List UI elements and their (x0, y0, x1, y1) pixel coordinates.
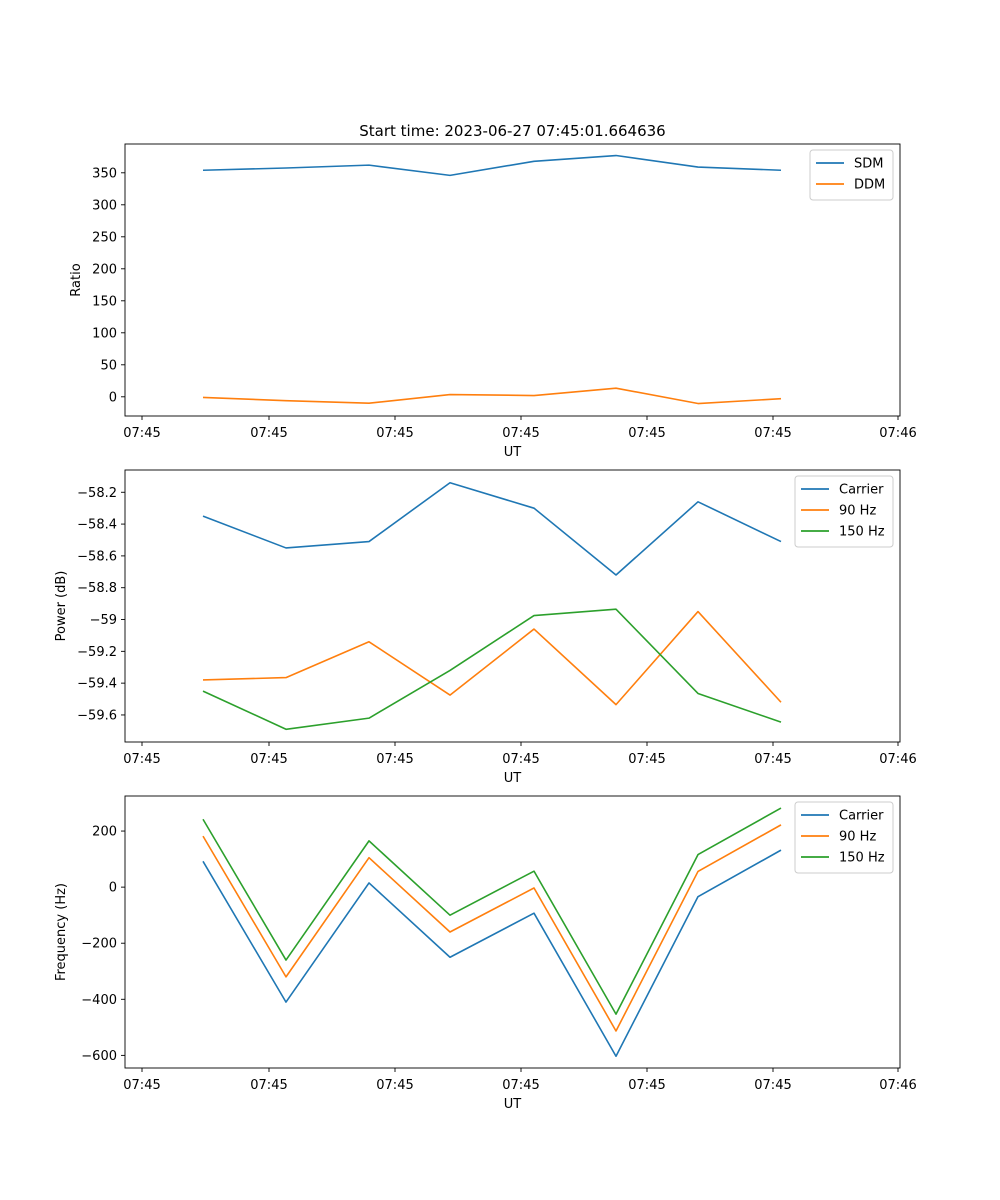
series-line-carrier (202, 849, 782, 1058)
legend-box (794, 801, 894, 874)
x-axis-label: UT (504, 1097, 522, 1112)
x-tick-label: 07:45 (250, 1078, 287, 1093)
x-tick-label: 07:45 (376, 752, 413, 767)
x-tick-label: 07:45 (250, 752, 287, 767)
y-tick-label: 0 (109, 390, 117, 405)
y-tick-label: 300 (92, 198, 117, 213)
legend-label: 90 Hz (839, 504, 876, 519)
x-tick-label: 07:45 (123, 1078, 160, 1093)
x-tick-label: 07:45 (502, 426, 539, 441)
y-tick-label: 200 (92, 262, 117, 277)
series-line-carrier (202, 481, 782, 576)
series-line-90-hz (202, 824, 782, 1032)
chart-panel-2: 07:45 07:45 07:45 07:45 07:45 07:45 07:46 −59.6… (54, 469, 917, 786)
legend-label: DDM (854, 178, 885, 193)
x-tick-label: 07:46 (879, 1078, 916, 1093)
y-tick-label: −59.6 (77, 708, 117, 723)
y-tick-label: 50 (100, 358, 117, 373)
series-line-90-hz (202, 610, 782, 706)
legend-label: SDM (854, 157, 883, 172)
x-tick-label: 07:46 (879, 426, 916, 441)
x-tick-label: 07:46 (879, 752, 916, 767)
y-tick-label: 100 (92, 326, 117, 341)
series-line-150-hz (202, 608, 782, 731)
x-tick-label: 07:45 (123, 426, 160, 441)
series-line-ddm (202, 387, 782, 405)
x-tick-label: 07:45 (502, 752, 539, 767)
y-tick-label: 150 (92, 294, 117, 309)
y-tick-label: 250 (92, 230, 117, 245)
y-tick-label: 350 (92, 166, 117, 181)
y-axis-label: Power (dB) (54, 571, 69, 642)
legend-label: 90 Hz (839, 830, 876, 845)
y-tick-label: −58.6 (77, 549, 117, 564)
x-tick-label: 07:45 (376, 1078, 413, 1093)
figure-title: Start time: 2023-06-27 07:45:01.664636 (359, 122, 665, 140)
legend-label: Carrier (839, 483, 884, 498)
y-tick-label: −200 (81, 937, 117, 952)
y-axis-label: Frequency (Hz) (54, 883, 69, 981)
x-axis-label: UT (504, 771, 522, 786)
y-axis-label: Ratio (69, 263, 84, 296)
x-tick-label: 07:45 (628, 752, 665, 767)
x-tick-label: 07:45 (376, 426, 413, 441)
axes-frame (124, 795, 901, 1069)
x-axis-label: UT (504, 445, 522, 460)
x-tick-label: 07:45 (502, 1078, 539, 1093)
axes-frame (124, 469, 901, 743)
legend-box (794, 475, 894, 548)
y-tick-label: 0 (109, 881, 117, 896)
y-tick-label: −58.4 (77, 518, 117, 533)
y-tick-label: −58.2 (77, 486, 117, 501)
series-line-sdm (202, 154, 782, 177)
y-tick-label: −59.2 (77, 645, 117, 660)
y-tick-label: −59.4 (77, 677, 117, 692)
y-tick-label: 200 (92, 825, 117, 840)
chart-panel-1: 07:45 07:45 07:45 07:45 07:45 07:45 07:46 0 50 10… (69, 143, 917, 460)
x-tick-label: 07:45 (754, 1078, 791, 1093)
legend-label: Carrier (839, 809, 884, 824)
y-tick-label: −58.8 (77, 581, 117, 596)
x-tick-label: 07:45 (754, 426, 791, 441)
x-tick-label: 07:45 (628, 1078, 665, 1093)
x-tick-label: 07:45 (250, 426, 287, 441)
y-tick-label: −400 (81, 993, 117, 1008)
chart-panel-3: 07:45 07:45 07:45 07:45 07:45 07:45 07:46 −600 −… (54, 795, 917, 1112)
legend-label: 150 Hz (839, 851, 885, 866)
x-tick-label: 07:45 (123, 752, 160, 767)
axes-frame (124, 143, 901, 417)
x-tick-label: 07:45 (628, 426, 665, 441)
x-tick-label: 07:45 (754, 752, 791, 767)
series-line-150-hz (202, 807, 782, 1015)
legend-label: 150 Hz (839, 525, 885, 540)
y-tick-label: −600 (81, 1049, 117, 1064)
y-tick-label: −59 (90, 613, 117, 628)
